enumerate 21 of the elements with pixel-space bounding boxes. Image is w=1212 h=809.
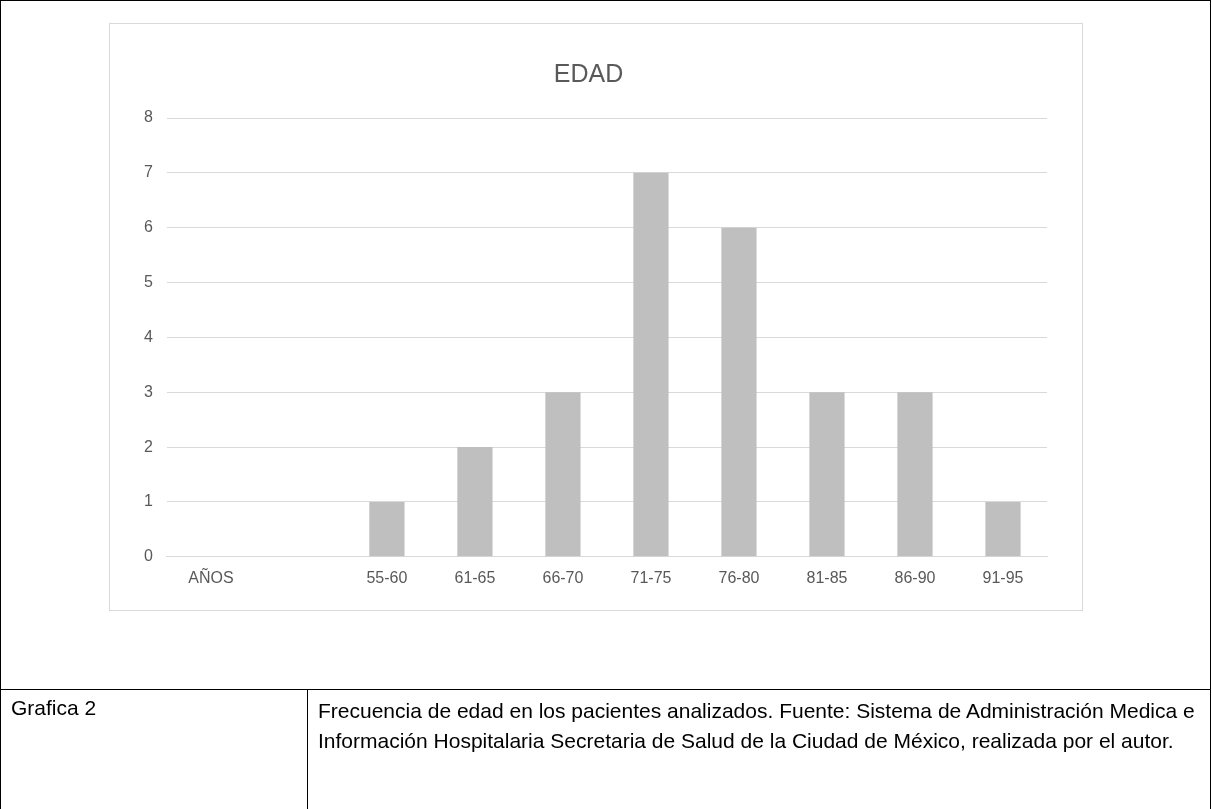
- y-tick-label: 1: [143, 492, 153, 510]
- x-tick-label: AÑOS: [188, 566, 234, 586]
- y-tick-label: 2: [143, 437, 153, 455]
- y-tick-label: 5: [143, 272, 153, 290]
- x-tick-label: 66-70: [542, 568, 584, 586]
- y-tick-label: 3: [143, 382, 153, 400]
- x-tick-label: 55-60: [366, 568, 408, 586]
- y-tick-label: 4: [143, 327, 153, 345]
- y-tick-label: 8: [143, 108, 153, 126]
- x-tick-label: 76-80: [718, 568, 760, 586]
- y-tick-label: 0: [143, 547, 153, 565]
- text: Grafica 2: [1, 690, 308, 809]
- x-tick-label: 86-90: [894, 568, 936, 586]
- x-tick-label: 81-85: [806, 568, 848, 586]
- chart-title: EDAD: [553, 58, 624, 87]
- x-tick-label: 61-65: [454, 568, 496, 586]
- x-tick-label: 91-95: [982, 568, 1024, 586]
- x-tick-label: 71-75: [630, 568, 672, 586]
- y-tick-label: 6: [143, 218, 153, 236]
- text: Frecuencia de edad en los pacientes analizados. Fuente: Sistema de Administración Medica e Información Hospitalaria Secretaria de Salud de la Ciudad de México, realizada por el autor.: [317, 698, 1196, 754]
- y-tick-label: 7: [143, 163, 153, 181]
